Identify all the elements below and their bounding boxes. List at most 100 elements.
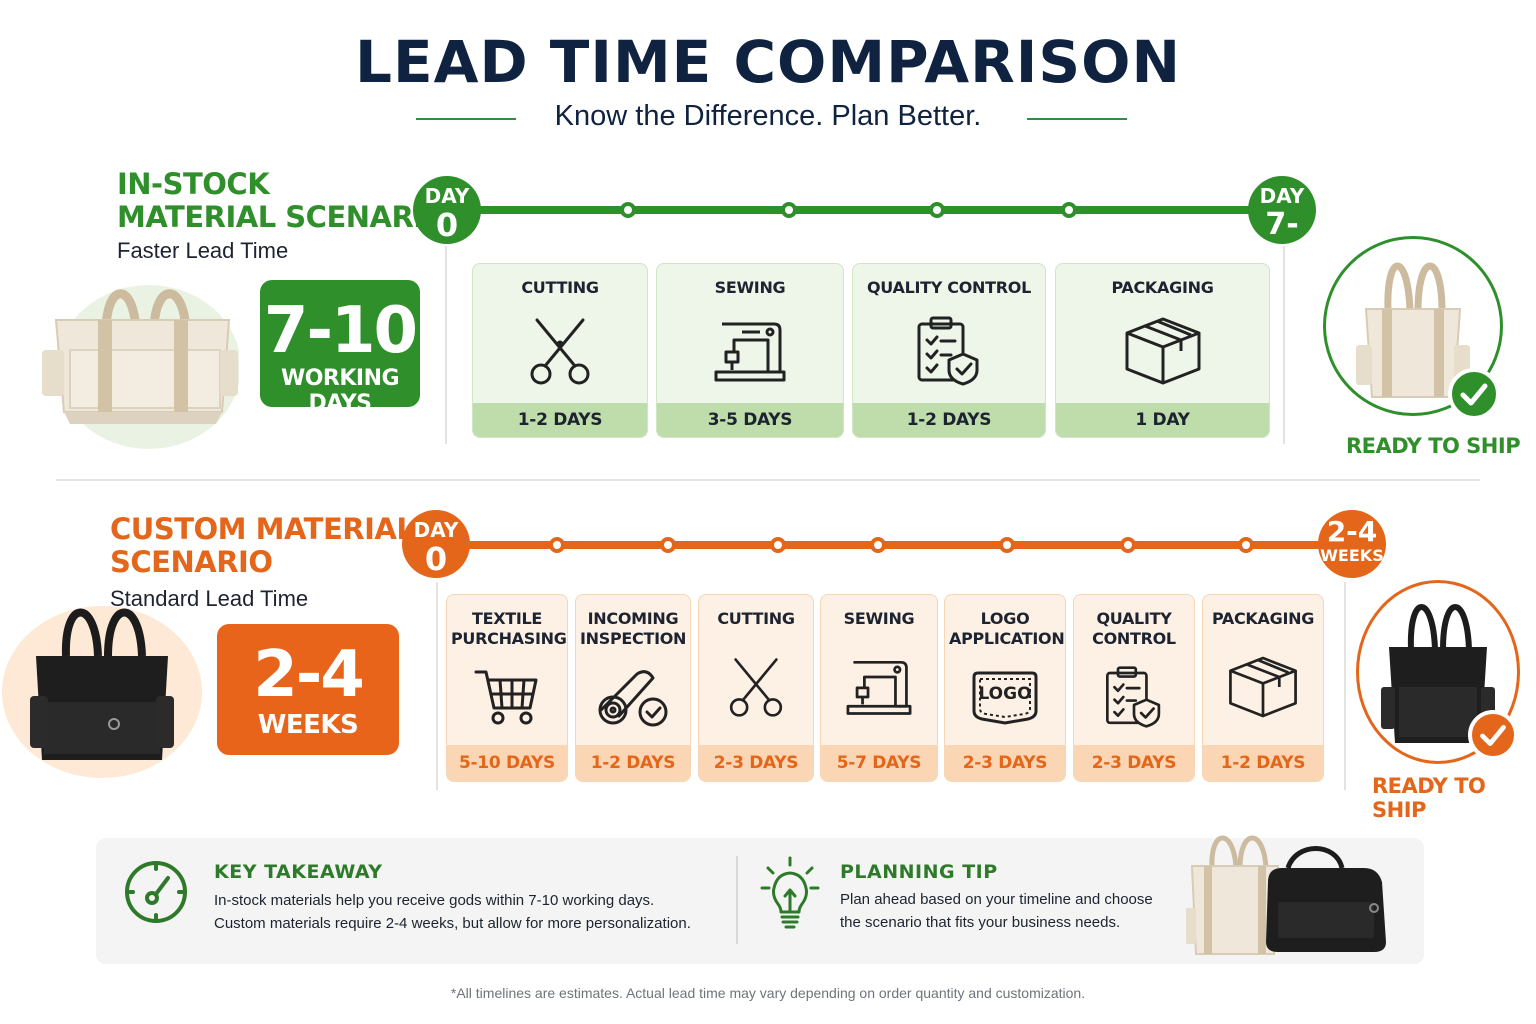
- key-takeaway-line2: Custom materials require 2-4 weeks, but …: [214, 915, 691, 932]
- in-stock-lead-unit: WORKING DAYS: [280, 366, 400, 416]
- step-duration: 3-5 DAYS: [657, 403, 843, 437]
- step-label: INCOMING INSPECTION: [576, 609, 690, 649]
- step-label-line1: QUALITY: [1096, 609, 1172, 628]
- step-label-line1: SEWING: [843, 609, 915, 628]
- custom-step-cutting: CUTTING 2-3 DAYS: [698, 594, 814, 782]
- in-stock-end-value: 7-10: [1261, 207, 1303, 276]
- in-stock-step-cutting: CUTTING 1-2 DAYS: [472, 263, 648, 438]
- step-label-line2: PURCHASING: [451, 629, 567, 648]
- custom-title-line1: CUSTOM MATERIAL: [110, 512, 415, 546]
- section-divider: [56, 479, 1480, 481]
- in-stock-start-marker: DAY 0: [413, 176, 481, 244]
- logo-badge-text: LOGO: [978, 684, 1032, 704]
- planning-tip-text: Plan ahead based on your timeline and ch…: [840, 888, 1153, 934]
- custom-timeline-dot: [870, 537, 886, 553]
- step-duration: 1-2 DAYS: [473, 403, 647, 437]
- logo-badge-icon: LOGO: [945, 649, 1065, 745]
- custom-lead-time-box: 2-4 WEEKS: [217, 624, 399, 755]
- custom-check-icon: [1468, 710, 1518, 760]
- in-stock-step-packaging: PACKAGING 1 DAY: [1055, 263, 1270, 438]
- step-duration: 1-2 DAYS: [1203, 745, 1323, 781]
- planning-tip-line2: the scenario that fits your business nee…: [840, 914, 1121, 931]
- in-stock-start-label: DAY: [424, 184, 470, 208]
- in-stock-end-marker: DAY 7-10: [1248, 176, 1316, 276]
- in-stock-lead-time-box: 7-10 WORKING DAYS: [260, 280, 420, 416]
- custom-step-logo-application: LOGO APPLICATION LOGO 2-3 DAYS: [944, 594, 1066, 782]
- subtitle-rule-left: [416, 118, 516, 120]
- scissors-icon: [473, 298, 647, 403]
- custom-timeline-dot: [1120, 537, 1136, 553]
- custom-lead-unit: WEEKS: [257, 710, 359, 740]
- custom-start-label: DAY: [413, 518, 459, 542]
- in-stock-bag-image: [34, 272, 241, 452]
- in-stock-guide-left: [445, 246, 447, 444]
- shopping-cart-icon: [447, 649, 567, 745]
- step-label-line1: CUTTING: [717, 609, 795, 628]
- step-label-line2: CONTROL: [1092, 629, 1176, 648]
- fabric-roll-check-icon: [576, 649, 690, 745]
- custom-timeline-dot: [999, 537, 1015, 553]
- in-stock-timeline-bar: [470, 206, 1260, 214]
- custom-end-marker: 2-4 WEEKS: [1318, 510, 1386, 578]
- in-stock-timeline-dot: [781, 202, 797, 218]
- custom-end-value: 2-4: [1326, 515, 1378, 548]
- step-duration: 5-7 DAYS: [821, 745, 937, 781]
- sewing-machine-icon: [657, 298, 843, 403]
- custom-timeline-dot: [1238, 537, 1254, 553]
- custom-step-quality-control: QUALITY CONTROL 2-3 DAYS: [1073, 594, 1195, 782]
- custom-guide-right: [1344, 582, 1346, 790]
- in-stock-title-line2: MATERIAL SCENARIO: [117, 200, 448, 234]
- in-stock-guide-right: [1283, 246, 1285, 444]
- step-label: CUTTING: [699, 609, 813, 629]
- custom-step-packaging: PACKAGING 1-2 DAYS: [1202, 594, 1324, 782]
- in-stock-title-line1: IN-STOCK: [117, 167, 270, 201]
- custom-timeline-dot: [770, 537, 786, 553]
- step-label-line1: TEXTILE: [471, 609, 543, 628]
- step-label-line1: PACKAGING: [1211, 609, 1315, 628]
- in-stock-start-value: 0: [435, 206, 459, 244]
- custom-guide-left: [436, 582, 438, 790]
- step-duration: 1-2 DAYS: [853, 403, 1045, 437]
- box-icon: [1203, 629, 1323, 745]
- bags-product-image: [1178, 828, 1390, 958]
- custom-lead-value: 2-4: [253, 638, 365, 712]
- lightbulb-icon: [760, 856, 820, 937]
- in-stock-end-label: DAY: [1259, 184, 1305, 208]
- clipboard-shield-icon: [1074, 649, 1194, 745]
- scissors-icon: [699, 629, 813, 745]
- custom-timeline-dot: [660, 537, 676, 553]
- step-label-line1: LOGO: [980, 609, 1030, 628]
- custom-title: CUSTOM MATERIAL SCENARIO: [110, 512, 415, 579]
- clipboard-shield-icon: [853, 298, 1045, 403]
- key-takeaway-title: KEY TAKEAWAY: [214, 861, 383, 883]
- custom-bag-image: [0, 592, 204, 782]
- step-label-line1: INCOMING: [587, 609, 679, 628]
- step-label: SEWING: [821, 609, 937, 629]
- planning-tip-line1: Plan ahead based on your timeline and ch…: [840, 891, 1153, 908]
- step-label: TEXTILE PURCHASING: [447, 609, 567, 649]
- step-duration: 1-2 DAYS: [576, 745, 690, 781]
- custom-title-line2: SCENARIO: [110, 545, 273, 579]
- step-label: QUALITY CONTROL: [1074, 609, 1194, 649]
- custom-ready-text: READY TO SHIP: [1372, 774, 1486, 822]
- step-label: LOGO APPLICATION: [945, 609, 1065, 649]
- step-label: CUTTING: [521, 278, 599, 297]
- custom-end-label: WEEKS: [1320, 546, 1384, 565]
- panel-divider: [736, 856, 738, 944]
- custom-step-sewing: SEWING 5-7 DAYS: [820, 594, 938, 782]
- custom-subtitle: Standard Lead Time: [110, 586, 309, 611]
- in-stock-lead-value: 7-10: [263, 294, 418, 368]
- in-stock-timeline-dot: [1061, 202, 1077, 218]
- planning-tip-title: PLANNING TIP: [840, 861, 998, 883]
- custom-start-value: 0: [424, 540, 448, 578]
- custom-step-incoming-inspection: INCOMING INSPECTION 1-2 DAYS: [575, 594, 691, 782]
- step-duration: 2-3 DAYS: [699, 745, 813, 781]
- page-subtitle: Know the Difference. Plan Better.: [554, 100, 982, 132]
- step-label-line2: APPLICATION: [949, 629, 1065, 648]
- step-duration: 5-10 DAYS: [447, 745, 567, 781]
- step-label: QUALITY CONTROL: [867, 278, 1031, 297]
- box-icon: [1056, 298, 1269, 403]
- in-stock-check-icon: [1448, 368, 1500, 420]
- custom-timeline-bar: [460, 541, 1340, 549]
- step-duration: 2-3 DAYS: [1074, 745, 1194, 781]
